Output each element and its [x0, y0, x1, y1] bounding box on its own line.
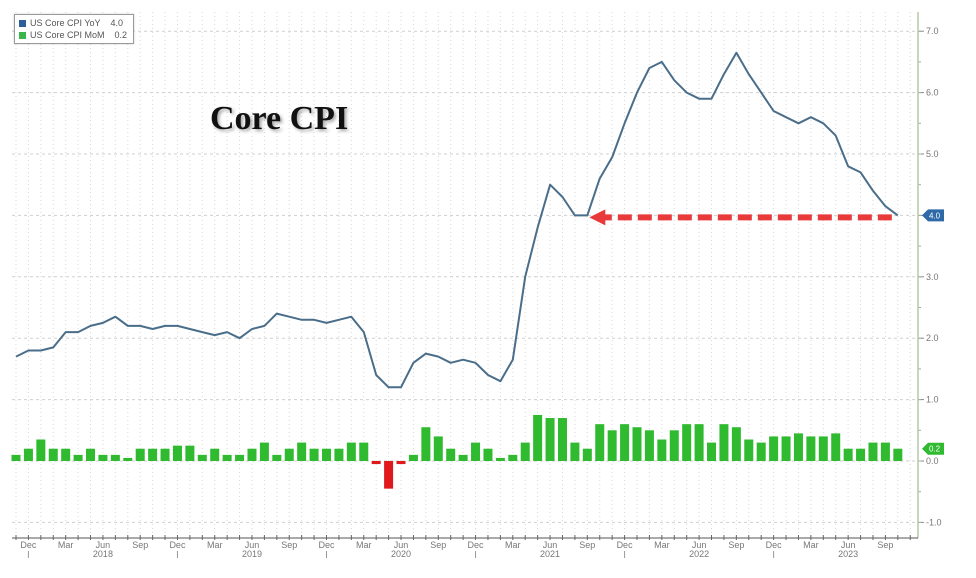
svg-text:Mar: Mar: [505, 540, 521, 550]
svg-text:Sep: Sep: [281, 540, 297, 550]
svg-text:Jun: Jun: [543, 540, 558, 550]
svg-text:2019: 2019: [242, 549, 262, 559]
svg-text:4.0: 4.0: [929, 211, 941, 220]
svg-text:2020: 2020: [391, 549, 411, 559]
svg-text:Mar: Mar: [207, 540, 223, 550]
legend-swatch-yoy: [19, 19, 26, 27]
svg-text:Mar: Mar: [803, 540, 819, 550]
svg-text:3.0: 3.0: [926, 272, 939, 282]
svg-text:Dec: Dec: [318, 540, 335, 550]
svg-text:6.0: 6.0: [926, 88, 939, 98]
svg-text:Sep: Sep: [877, 540, 893, 550]
svg-text:Sep: Sep: [132, 540, 148, 550]
svg-text:0.2: 0.2: [929, 445, 941, 454]
svg-text:Mar: Mar: [58, 540, 74, 550]
chart-title: Core CPI: [210, 100, 349, 137]
svg-text:2018: 2018: [93, 549, 113, 559]
legend-swatch-mom: [19, 31, 26, 39]
svg-text:Sep: Sep: [430, 540, 446, 550]
svg-text:Mar: Mar: [356, 540, 372, 550]
y-axis-right: 7.0 6.0 5.0 4.0 3.0 2.0 1.0 0.0 -1.0: [917, 12, 942, 538]
svg-text:Jun: Jun: [692, 540, 707, 550]
legend-label-yoy: US Core CPI YoY: [30, 18, 101, 28]
svg-text:Sep: Sep: [728, 540, 744, 550]
legend-item-yoy: US Core CPI YoY 4.0: [19, 17, 127, 29]
svg-text:Jun: Jun: [841, 540, 856, 550]
svg-text:0.0: 0.0: [926, 456, 939, 466]
svg-text:Dec: Dec: [766, 540, 783, 550]
legend-value-mom: 0.2: [114, 30, 128, 40]
legend-label-mom: US Core CPI MoM: [30, 30, 105, 40]
svg-text:Dec: Dec: [169, 540, 186, 550]
legend-item-mom: US Core CPI MoM 0.2: [19, 29, 127, 41]
legend-value-yoy: 4.0: [110, 18, 124, 28]
legend: US Core CPI YoY 4.0 US Core CPI MoM 0.2: [14, 14, 135, 44]
svg-text:Mar: Mar: [654, 540, 670, 550]
svg-text:Dec: Dec: [20, 540, 37, 550]
x-axis: Dec Mar Jun Sep Dec Mar Jun Sep Dec Mar Jun Sep Dec M…: [12, 535, 918, 559]
svg-text:2.0: 2.0: [926, 333, 939, 343]
svg-text:Jun: Jun: [245, 540, 260, 550]
svg-text:2021: 2021: [540, 549, 560, 559]
yoy-line: [15, 51, 899, 389]
svg-text:7.0: 7.0: [926, 26, 939, 36]
svg-text:-1.0: -1.0: [926, 517, 942, 527]
mom-bars: [11, 414, 903, 489]
svg-text:2022: 2022: [689, 549, 709, 559]
svg-text:Dec: Dec: [468, 540, 485, 550]
svg-text:Dec: Dec: [617, 540, 634, 550]
svg-text:Jun: Jun: [96, 540, 111, 550]
svg-text:1.0: 1.0: [926, 395, 939, 405]
dashed-arrow-annotation: [589, 209, 892, 226]
svg-text:5.0: 5.0: [926, 149, 939, 159]
svg-text:2023: 2023: [838, 549, 858, 559]
svg-text:Sep: Sep: [579, 540, 595, 550]
svg-text:Jun: Jun: [394, 540, 409, 550]
last-value-badges: 4.0 0.2: [922, 209, 944, 455]
